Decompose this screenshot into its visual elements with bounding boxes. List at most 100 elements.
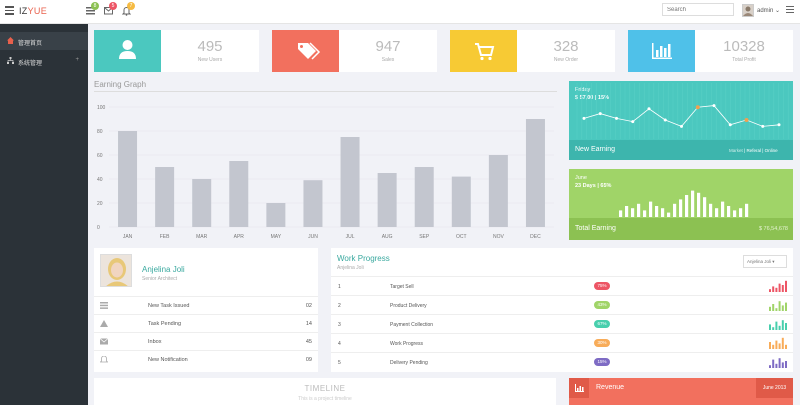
line-point[interactable]: [712, 104, 716, 108]
spark-bar: [781, 320, 784, 330]
table-row[interactable]: 2 Product Delivery 43%: [331, 295, 793, 314]
bar: [739, 208, 743, 217]
tab-referal[interactable]: Referal: [746, 148, 761, 153]
line-point[interactable]: [680, 124, 683, 128]
table-row[interactable]: 3 Payment Collection 67%: [331, 314, 793, 333]
list-item[interactable]: New Task Issued 02: [94, 296, 318, 314]
table-row[interactable]: 5 Delivery Pending 15%: [331, 352, 793, 371]
row-number: 5: [338, 360, 341, 366]
line-point[interactable]: [598, 112, 602, 116]
sidebar-item-home[interactable]: 管理首页: [0, 32, 88, 50]
bar: [631, 208, 635, 217]
total-earning-detail: 23 Days | 65%: [575, 183, 612, 189]
bar[interactable]: [118, 131, 138, 227]
profile-card: Anjelina Joli Senior Architect New Task …: [94, 248, 318, 372]
spark-bar: [769, 306, 771, 311]
profile-name[interactable]: Anjelina Joli: [142, 265, 185, 274]
row-number: 3: [338, 322, 341, 328]
line-point[interactable]: [631, 120, 635, 124]
work-progress-panel: Work Progress Anjelina Joli Anjelina Jol…: [331, 248, 793, 372]
search-input[interactable]: [662, 3, 734, 16]
line-point[interactable]: [761, 124, 765, 128]
line-point[interactable]: [695, 105, 700, 110]
table-row[interactable]: 1 Target Sell 75%: [331, 276, 793, 295]
sidebar-item-system[interactable]: 系统管理 +: [0, 52, 88, 70]
bar[interactable]: [266, 203, 286, 227]
spark-bar: [778, 358, 781, 368]
spark-bar: [781, 285, 784, 292]
bar-chart-icon: [628, 30, 695, 72]
user-menu[interactable]: admin ⌄: [757, 8, 781, 14]
y-tick-label: 100: [97, 105, 106, 111]
spark-bar: [775, 287, 778, 292]
list-item[interactable]: Task Pending 14: [94, 314, 318, 332]
earning-bar-chart: 0 20 40 60 80 100 JAN FEB MAR APR MAY JUN JUL AUG SEP O…: [97, 105, 554, 240]
bar[interactable]: [303, 180, 323, 227]
line-point[interactable]: [728, 123, 732, 127]
x-tick-label: MAR: [196, 234, 208, 240]
bar: [637, 203, 641, 217]
x-tick-label: FEB: [160, 234, 170, 240]
task-name: Product Delivery: [390, 303, 427, 309]
bar: [709, 203, 713, 217]
sparkline: [769, 320, 787, 330]
x-tick-label: JUN: [308, 234, 318, 240]
bar[interactable]: [414, 167, 434, 227]
mail-icon[interactable]: 5: [104, 2, 117, 16]
list-item[interactable]: New Notification 09: [94, 350, 318, 368]
spark-bar: [775, 363, 778, 368]
tab-market[interactable]: Market: [729, 148, 743, 153]
list-item-count: 45: [305, 339, 312, 345]
stat-label: Sales: [381, 57, 395, 63]
spark-bar: [769, 289, 771, 292]
brand-logo[interactable]: IZYUE: [19, 6, 48, 16]
bar: [667, 212, 671, 217]
line-point[interactable]: [777, 123, 781, 127]
user-avatar[interactable]: [742, 4, 754, 17]
stat-label: Total Profit: [732, 57, 756, 63]
bar[interactable]: [192, 179, 212, 227]
stat-card-sales: 947 Sales: [272, 30, 437, 72]
bar[interactable]: [451, 176, 471, 227]
stat-card-new-order: 328 New Order: [450, 30, 615, 72]
sidebar-toggle-icon[interactable]: [5, 6, 14, 15]
spark-bar: [769, 365, 771, 368]
line-point[interactable]: [582, 116, 586, 120]
table-row[interactable]: 4 Work Progress 30%: [331, 333, 793, 352]
list-item-label: Task Pending: [148, 321, 182, 327]
stat-label: New Order: [553, 57, 579, 63]
bar[interactable]: [377, 173, 397, 227]
bar: [745, 203, 749, 217]
bar[interactable]: [525, 119, 545, 227]
y-tick-label: 20: [97, 201, 103, 207]
line-point[interactable]: [615, 116, 618, 120]
revenue-title: Revenue: [596, 384, 625, 391]
bar[interactable]: [488, 155, 508, 227]
spark-bar: [772, 327, 775, 330]
tab-online[interactable]: Online: [764, 148, 778, 153]
new-earning-period: Friday: [575, 87, 591, 93]
menu-icon[interactable]: [786, 6, 794, 14]
revenue-date[interactable]: June 2013: [756, 378, 793, 398]
y-tick-label: 60: [97, 153, 103, 159]
sidebar: 管理首页 系统管理 +: [0, 24, 88, 405]
bar[interactable]: [155, 167, 175, 227]
total-earning-card: June 23 Days | 65% Total Earning $ 76,54…: [569, 169, 793, 240]
assignee-select[interactable]: Anjelina Joli ▾: [743, 255, 787, 268]
line-point[interactable]: [663, 118, 667, 122]
bar[interactable]: [229, 161, 249, 227]
line-point[interactable]: [647, 107, 651, 111]
expand-icon[interactable]: +: [75, 57, 79, 63]
spark-bar: [781, 337, 784, 349]
work-progress-subtitle: Anjelina Joli: [337, 265, 364, 271]
bar[interactable]: [340, 137, 360, 227]
task-name: Delivery Pending: [390, 360, 428, 366]
list-item[interactable]: Inbox 45: [94, 332, 318, 350]
user-icon: [94, 30, 161, 72]
line-point[interactable]: [744, 118, 749, 122]
bar: [721, 201, 725, 217]
tasks-icon[interactable]: 8: [86, 2, 99, 16]
list-icon: [100, 302, 108, 309]
bell-icon[interactable]: 7: [121, 2, 135, 16]
y-tick-label: 40: [97, 177, 103, 183]
